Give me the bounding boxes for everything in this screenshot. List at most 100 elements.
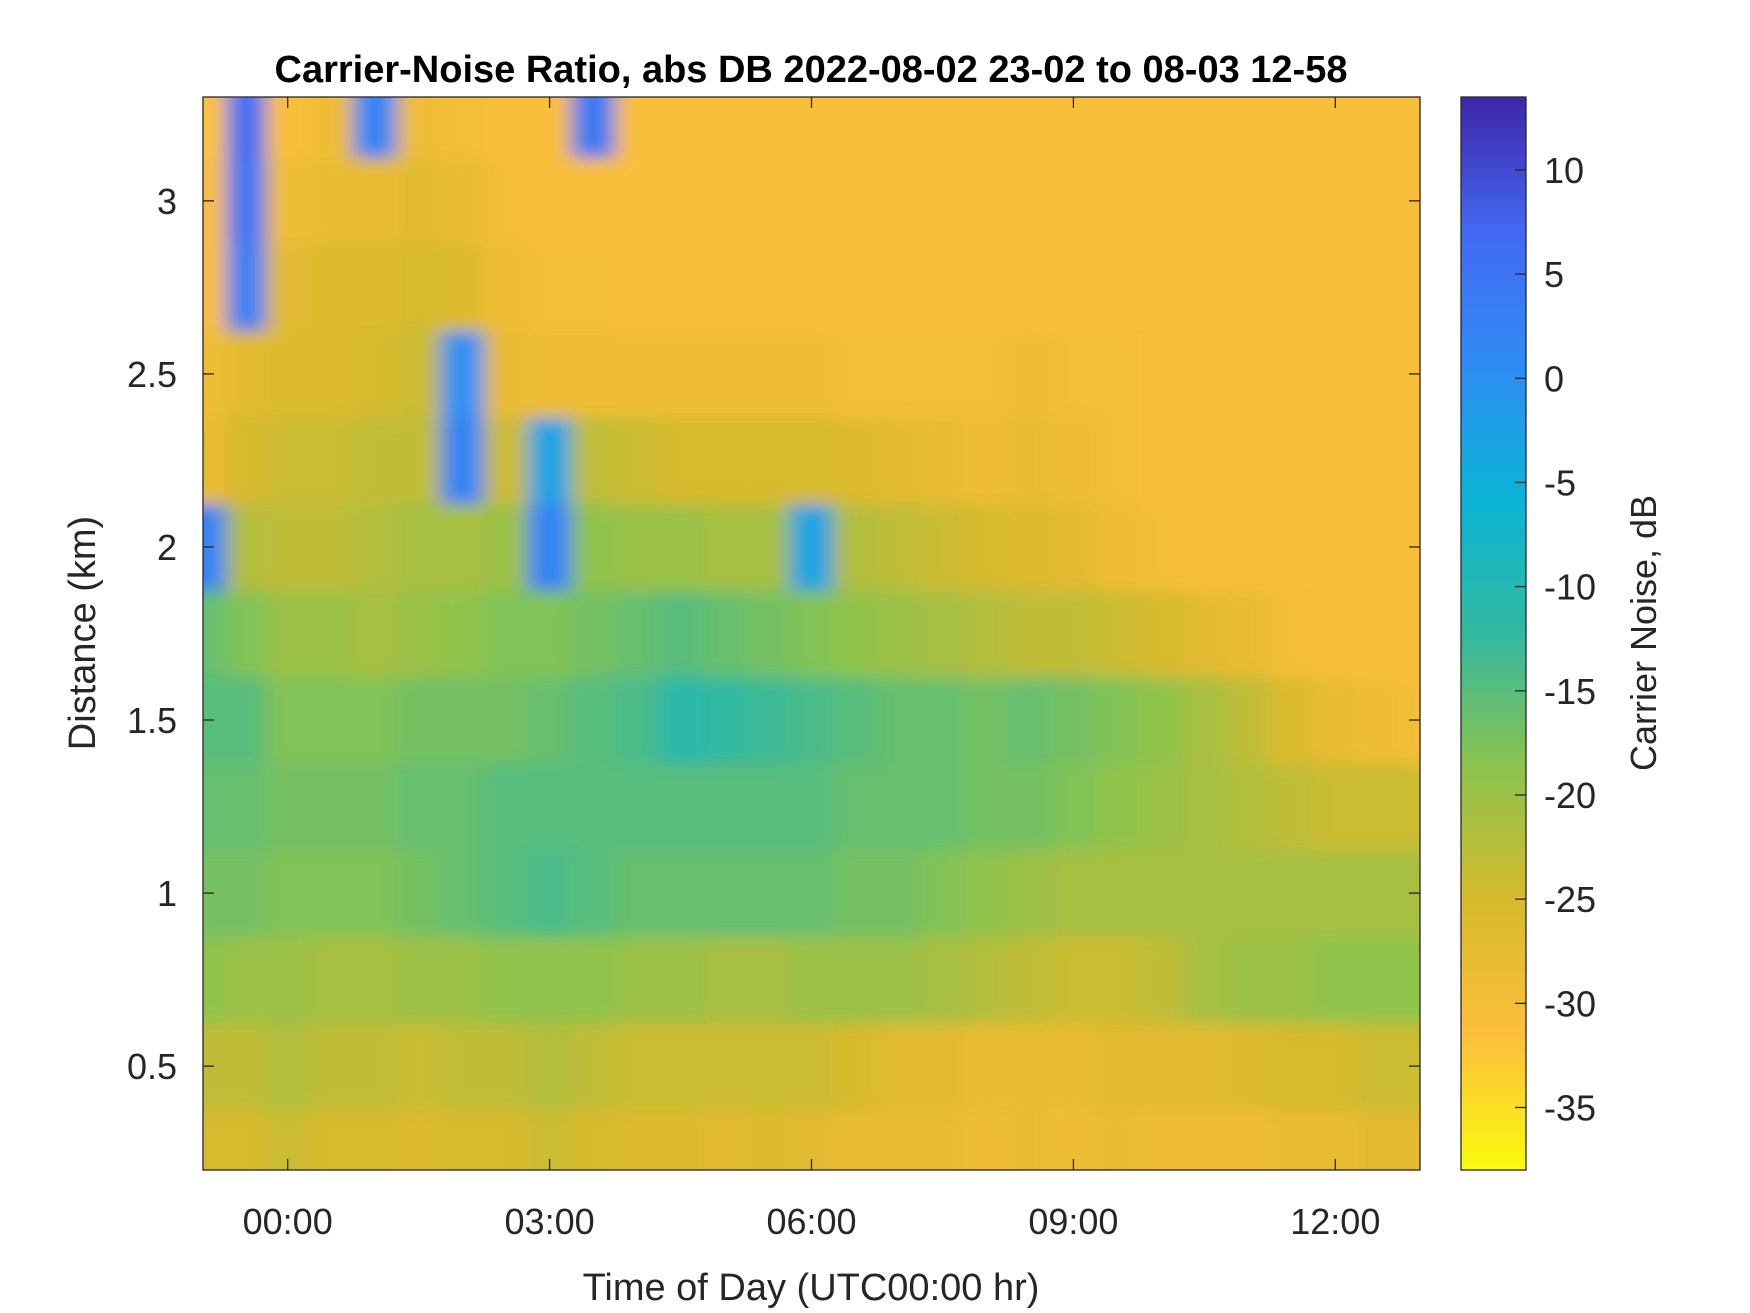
colorbar	[1460, 96, 1527, 1171]
heatmap-cell	[1051, 1109, 1096, 1170]
heatmap-cell	[1313, 157, 1358, 245]
heatmap-cell	[1226, 590, 1271, 678]
heatmap-cell	[615, 1109, 660, 1170]
heatmap-cell	[1051, 763, 1096, 851]
heatmap-cell	[1095, 1022, 1140, 1110]
heatmap-cell	[1138, 97, 1184, 159]
heatmap-cell	[1182, 97, 1227, 159]
heatmap-cell	[309, 503, 354, 591]
colorbar-tick-label: -5	[1544, 462, 1576, 503]
heatmap-cell	[920, 1022, 965, 1110]
heatmap-cell	[1269, 590, 1315, 678]
heatmap-cell	[1396, 936, 1420, 1024]
heatmap-cell	[1138, 1109, 1184, 1170]
heatmap-cell	[833, 590, 878, 678]
heatmap-cell	[203, 936, 228, 1024]
heatmap-cell	[440, 763, 485, 851]
heatmap-cell	[658, 763, 703, 851]
colorbar-tick-label: 0	[1544, 358, 1564, 399]
heatmap-cell	[1357, 936, 1397, 1024]
heatmap-cell	[1095, 936, 1140, 1024]
heatmap-cell	[527, 330, 573, 418]
heatmap-cell	[702, 1109, 747, 1170]
heatmap-cell	[615, 763, 660, 851]
heatmap-cell	[265, 503, 311, 591]
heatmap-cell	[964, 1109, 1009, 1170]
heatmap-cell	[877, 1109, 922, 1170]
heatmap-cell	[789, 503, 834, 591]
heatmap-cell	[353, 330, 398, 418]
heatmap-cell	[877, 330, 922, 418]
heatmap-cell	[1313, 1022, 1358, 1110]
heatmap-cell	[1313, 849, 1358, 937]
heatmap-cell	[746, 244, 791, 332]
heatmap-cell	[440, 244, 485, 332]
heatmap-cell	[615, 157, 660, 245]
heatmap-cell	[1396, 849, 1420, 937]
heatmap-cell	[1226, 330, 1271, 418]
heatmap-cell	[1182, 849, 1227, 937]
heatmap-cell	[1007, 763, 1053, 851]
heatmap-cell	[1095, 157, 1140, 245]
heatmap-cell	[1051, 157, 1096, 245]
heatmap-cell	[396, 97, 442, 159]
heatmap-cell	[396, 849, 442, 937]
heatmap-cell	[789, 763, 834, 851]
heatmap-cell	[1313, 590, 1358, 678]
heatmap-cell	[877, 97, 922, 159]
colorbar-tick-label: -15	[1544, 671, 1596, 712]
heatmap-cell	[702, 157, 747, 245]
heatmap-cell	[1095, 849, 1140, 937]
heatmap-cell	[440, 330, 485, 418]
heatmap-cell	[226, 97, 267, 159]
heatmap-cell	[1182, 1109, 1227, 1170]
heatmap-cell	[702, 590, 747, 678]
heatmap-cell	[920, 676, 965, 764]
heatmap-cell	[1396, 1109, 1420, 1170]
heatmap-cell	[527, 157, 573, 245]
heatmap-cell	[964, 763, 1009, 851]
heatmap-cell	[746, 676, 791, 764]
heatmap-cell	[527, 590, 573, 678]
heatmap-cell	[1269, 936, 1315, 1024]
heatmap-cell	[484, 849, 529, 937]
heatmap-cell	[1357, 503, 1397, 591]
heatmap-cell	[746, 763, 791, 851]
heatmap-cell	[1313, 676, 1358, 764]
heatmap-cell	[920, 244, 965, 332]
heatmap-cell	[203, 157, 228, 245]
heatmap-cell	[746, 936, 791, 1024]
heatmap-cell	[964, 330, 1009, 418]
heatmap-cell	[1095, 417, 1140, 505]
heatmap-cell	[702, 97, 747, 159]
heatmap-cell	[964, 157, 1009, 245]
heatmap-cell	[226, 503, 267, 591]
heatmap-cell	[353, 157, 398, 245]
heatmap-cell	[1051, 417, 1096, 505]
heatmap-cell	[789, 849, 834, 937]
heatmap-cell	[920, 503, 965, 591]
colorbar-tick-label: -25	[1544, 879, 1596, 920]
heatmap-cell	[226, 417, 267, 505]
heatmap-cell	[309, 1022, 354, 1110]
heatmap-cell	[1226, 936, 1271, 1024]
heatmap-cell	[1226, 503, 1271, 591]
heatmap-cell	[1182, 157, 1227, 245]
heatmap-cell	[1007, 417, 1053, 505]
heatmap-cell	[1182, 590, 1227, 678]
heatmap-cell	[353, 417, 398, 505]
heatmap-cell	[615, 849, 660, 937]
heatmap-cell	[1007, 244, 1053, 332]
heatmap-cell	[1007, 157, 1053, 245]
heatmap-cell	[702, 330, 747, 418]
heatmap-cell	[1396, 244, 1420, 332]
heatmap-cell	[1182, 763, 1227, 851]
colorbar-tick-label: -10	[1544, 567, 1596, 608]
heatmap-cell	[203, 330, 228, 418]
heatmap-cell	[265, 1022, 311, 1110]
heatmap-cell	[964, 417, 1009, 505]
heatmap-cell	[1007, 936, 1053, 1024]
heatmap-cell	[226, 1109, 267, 1170]
heatmap-cell	[920, 1109, 965, 1170]
heatmap-cell	[1396, 330, 1420, 418]
